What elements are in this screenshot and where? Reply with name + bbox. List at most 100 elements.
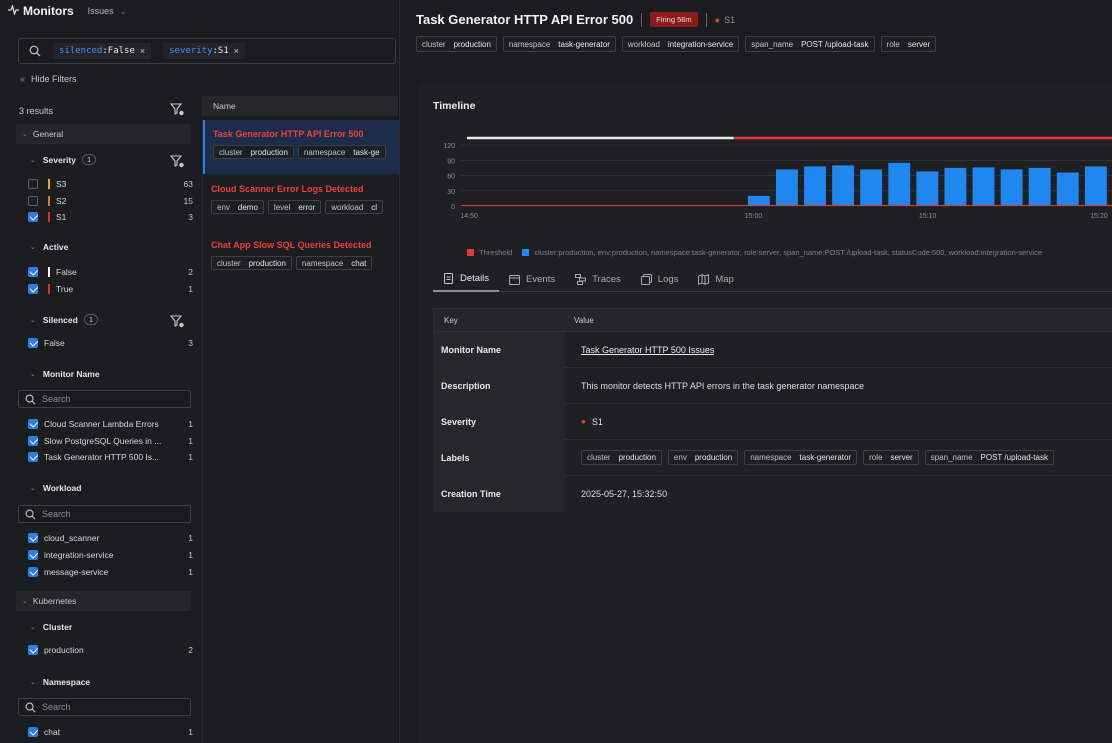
monitor-name-option[interactable]: Slow PostgreSQL Queries in ... 1 — [28, 434, 193, 448]
chevron-down-icon[interactable]: ⌄ — [119, 6, 127, 16]
monitor-name-option[interactable]: Cloud Scanner Lambda Errors 1 — [28, 417, 193, 431]
header-tags: cluster production namespace task-generato… — [416, 36, 942, 52]
section-general[interactable]: ⌄ General — [16, 124, 191, 144]
severity-dot-icon: ● — [581, 417, 586, 426]
checkbox[interactable] — [28, 419, 38, 429]
bar — [832, 165, 855, 206]
monitor-list: Name Task Generator HTTP API Error 500 c… — [202, 96, 399, 743]
checkbox[interactable] — [28, 452, 38, 462]
namespace-search-input[interactable]: Search — [18, 698, 191, 716]
chevron-down-icon: ⌄ — [22, 598, 28, 605]
monitor-name-option[interactable]: Task Generator HTTP 500 Is... 1 — [28, 450, 193, 464]
label-tag: role server — [880, 36, 937, 52]
severity-option-s2[interactable]: S2 15 — [28, 194, 193, 208]
legend-threshold-label: Threshold — [479, 248, 513, 257]
table-row: Description This monitor detects HTTP AP… — [433, 367, 1112, 404]
silenced-option-false[interactable]: False 3 — [28, 336, 193, 350]
filter-icon[interactable] — [169, 102, 184, 116]
legend-swatch-series — [522, 249, 530, 256]
bar — [1028, 167, 1051, 206]
y-tick-label: 120 — [443, 143, 455, 150]
group-cluster[interactable]: ⌄ Cluster — [30, 622, 73, 632]
search-icon — [25, 394, 36, 404]
checkbox[interactable] — [28, 550, 38, 560]
chevron-down-icon: ⌄ — [30, 244, 36, 251]
group-namespace[interactable]: ⌄ Namespace — [30, 677, 91, 687]
severity-option-s1[interactable]: S1 3 — [28, 210, 193, 224]
monitor-detail-pane: Task Generator HTTP API Error 500 Firing… — [399, 0, 1112, 743]
status-color-marker — [48, 267, 50, 277]
checkbox[interactable] — [28, 533, 38, 543]
close-icon[interactable]: × — [139, 46, 146, 56]
severity-value: S1 — [591, 416, 603, 427]
status-color-marker — [48, 284, 50, 294]
label-tag: cluster production — [581, 450, 662, 465]
tab-map[interactable]: Map — [688, 266, 743, 292]
checkbox[interactable] — [28, 284, 38, 294]
group-severity[interactable]: ⌄ Severity 1 — [16, 154, 191, 165]
column-header-name[interactable]: Name — [203, 96, 398, 116]
monitor-row[interactable]: Task Generator HTTP API Error 500 cluste… — [203, 120, 399, 174]
chevron-down-icon: ⌄ — [30, 371, 36, 378]
monitors-pane: Monitors Issues ⌄ silenced: False × sever… — [0, 0, 399, 743]
chevron-down-icon: ⌄ — [30, 624, 36, 631]
issues-dropdown[interactable]: Issues — [87, 6, 114, 16]
tab-logs[interactable]: Logs — [631, 266, 689, 292]
table-row: Creation Time 2025-05-27, 15:32:50 — [433, 476, 1112, 512]
filter-icon[interactable] — [169, 314, 184, 328]
chevron-down-icon: ⌄ — [30, 485, 36, 492]
hide-filters-button[interactable]: «Hide Filters — [20, 74, 77, 84]
page-title: Task Generator HTTP API Error 500 — [416, 12, 634, 27]
label-tag: env demo — [211, 200, 264, 214]
monitor-row[interactable]: Chat App Slow SQL Queries Detected clust… — [203, 240, 399, 270]
checkbox[interactable] — [28, 196, 38, 206]
workload-option[interactable]: integration-service 1 — [28, 548, 193, 562]
group-active[interactable]: ⌄ Active — [30, 242, 69, 252]
checkbox[interactable] — [28, 567, 38, 577]
search-icon — [29, 45, 41, 57]
tab-events[interactable]: Events — [499, 266, 565, 292]
monitor-name-search-input[interactable]: Search — [18, 390, 191, 408]
workload-option[interactable]: cloud_scanner 1 — [28, 531, 193, 545]
checkbox[interactable] — [28, 179, 38, 189]
monitor-row[interactable]: Cloud Scanner Error Logs Detected env dem… — [203, 184, 399, 214]
tab-details[interactable]: Details — [433, 266, 500, 292]
chevron-down-icon: ⌄ — [30, 156, 36, 164]
severity-option-s3[interactable]: S3 63 — [28, 177, 193, 191]
checkbox[interactable] — [28, 212, 38, 222]
cluster-option[interactable]: production 2 — [28, 643, 193, 657]
checkbox[interactable] — [28, 727, 38, 737]
checkbox[interactable] — [28, 436, 38, 446]
filter-search-bar[interactable]: silenced: False × severity: S1 × — [18, 38, 396, 64]
active-option-true[interactable]: True 1 — [28, 282, 193, 296]
severity-dot-icon: ● — [714, 14, 721, 25]
legend-series-label: cluster:production, env:production, name… — [534, 248, 1042, 257]
bar — [1084, 166, 1107, 206]
monitor-name-link[interactable]: Task Generator HTTP 500 Issues — [581, 344, 715, 355]
group-silenced[interactable]: ⌄ Silenced 1 — [16, 314, 191, 325]
tab-traces[interactable]: Traces — [565, 266, 631, 292]
label-tag: cluster production — [416, 36, 497, 52]
checkbox[interactable] — [28, 338, 38, 348]
workload-search-input[interactable]: Search — [18, 505, 191, 523]
group-monitor-name[interactable]: ⌄ Monitor Name — [30, 369, 100, 379]
label-tag: span_name POST /upload-task — [924, 450, 1054, 465]
group-workload[interactable]: ⌄ Workload — [30, 483, 82, 493]
document-icon — [444, 272, 453, 284]
workload-option[interactable]: message-service 1 — [28, 565, 193, 579]
chevron-down-icon: ⌄ — [30, 316, 36, 324]
filter-chip-severity[interactable]: severity: S1 × — [163, 43, 246, 59]
y-tick-label: 60 — [447, 174, 455, 181]
bar — [747, 195, 770, 206]
section-kubernetes[interactable]: ⌄ Kubernetes — [16, 591, 191, 611]
checkbox[interactable] — [28, 267, 38, 277]
checkbox[interactable] — [28, 645, 38, 655]
app-title: Monitors — [23, 4, 74, 18]
filter-icon[interactable] — [169, 154, 184, 168]
bar — [972, 167, 995, 206]
namespace-option[interactable]: chat 1 — [28, 725, 193, 739]
close-icon[interactable]: × — [233, 46, 240, 56]
divider — [705, 12, 707, 27]
active-option-false[interactable]: False 2 — [28, 265, 193, 279]
filter-chip-silenced[interactable]: silenced: False × — [53, 43, 152, 59]
